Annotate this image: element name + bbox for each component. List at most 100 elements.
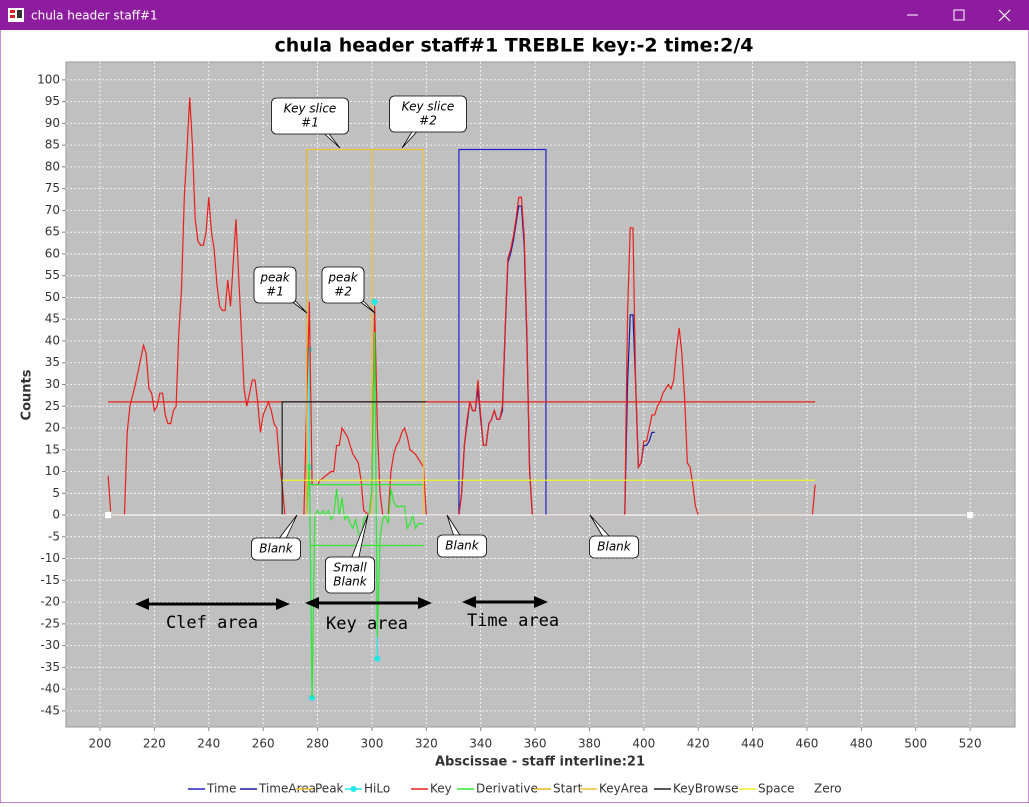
callout-text: Key slice — [284, 102, 337, 116]
callout-text: peak — [327, 271, 358, 285]
y-tick-label: 50 — [45, 290, 60, 304]
y-tick-label: -25 — [40, 616, 60, 630]
y-tick-label: 60 — [45, 246, 60, 260]
x-tick-label: 480 — [850, 737, 873, 751]
x-tick-label: 500 — [904, 737, 927, 751]
y-tick-label: 75 — [45, 181, 60, 195]
window-title: chula header staff#1 — [31, 9, 158, 23]
y-tick-label: 45 — [45, 312, 60, 326]
callout-text: Blank — [259, 542, 294, 556]
callout-text: peak — [259, 271, 290, 285]
y-tick-label: -5 — [48, 529, 60, 543]
hilo-point — [306, 346, 313, 353]
y-tick-label: 5 — [52, 486, 60, 500]
callout-text: #1 — [301, 116, 319, 130]
y-tick-label: 40 — [45, 333, 60, 347]
callout-box — [321, 266, 365, 304]
title-bar — [0, 0, 1029, 30]
callout-box — [251, 537, 301, 561]
y-tick-label: 15 — [45, 442, 60, 456]
series-line — [458, 148, 547, 516]
y-axis-label: Counts — [20, 369, 35, 420]
callout-box — [253, 266, 297, 304]
x-tick-label: 520 — [959, 737, 982, 751]
y-tick-label: 0 — [52, 508, 60, 522]
area-label: Time area — [467, 611, 559, 631]
y-tick-label: 35 — [45, 355, 60, 369]
zero-end — [966, 511, 974, 519]
legend-label: Zero — [814, 782, 842, 796]
legend-label: KeyBrowse — [673, 782, 738, 796]
callout-box — [389, 95, 467, 133]
app-icon — [8, 8, 24, 22]
x-tick-label: 340 — [469, 737, 492, 751]
x-tick-label: 460 — [796, 737, 819, 751]
y-tick-label: 95 — [45, 94, 60, 108]
y-tick-label: 25 — [45, 399, 60, 413]
hilo-point — [374, 655, 381, 662]
x-tick-label: 280 — [306, 737, 329, 751]
series-line — [281, 401, 427, 516]
x-tick-label: 400 — [632, 737, 655, 751]
legend-label: Peak — [315, 782, 344, 796]
x-tick-label: 200 — [89, 737, 112, 751]
legend-label: HiLo — [364, 782, 390, 796]
x-tick-label: 380 — [578, 737, 601, 751]
legend-label: Start — [553, 782, 583, 796]
y-tick-label: -10 — [40, 551, 60, 565]
callout-text: Blank — [597, 540, 632, 554]
callout-text: Blank — [445, 539, 480, 553]
y-tick-label: 10 — [45, 464, 60, 478]
y-tick-label: 70 — [45, 203, 60, 217]
series-line — [306, 148, 425, 516]
x-tick-label: 260 — [252, 737, 275, 751]
x-axis-label: Abscissae - staff interline:21 — [435, 755, 645, 770]
plot-area — [65, 61, 1016, 728]
legend-label: Space — [758, 782, 795, 796]
x-tick-label: 240 — [197, 737, 220, 751]
x-tick-label: 440 — [741, 737, 764, 751]
legend-label: TimeArea — [258, 782, 316, 796]
area-label: Key area — [326, 614, 408, 634]
y-tick-label: -30 — [40, 638, 60, 652]
callout-text: #2 — [419, 114, 437, 128]
callout-box — [437, 534, 487, 558]
y-tick-label: 80 — [45, 159, 60, 173]
y-tick-label: -45 — [40, 703, 60, 717]
zero-end — [104, 511, 112, 519]
y-tick-label: -35 — [40, 660, 60, 674]
x-tick-label: 360 — [524, 737, 547, 751]
legend-label: Time — [206, 782, 236, 796]
y-tick-label: -40 — [40, 682, 60, 696]
series-line — [107, 97, 816, 517]
legend-label: Derivative — [476, 782, 538, 796]
callout-box — [325, 556, 375, 594]
callout-text: Key slice — [402, 100, 455, 114]
x-tick-label: 300 — [360, 737, 383, 751]
hilo-point — [371, 298, 378, 305]
legend-label: KeyArea — [599, 782, 648, 796]
maximize-button[interactable] — [953, 9, 965, 21]
callout-text: #1 — [266, 285, 284, 299]
legend-label: Key — [430, 782, 452, 796]
callout-box — [589, 535, 639, 559]
y-tick-label: 85 — [45, 138, 60, 152]
arrow-head — [305, 597, 432, 609]
x-tick-label: 320 — [415, 737, 438, 751]
chart-title: chula header staff#1 TREBLE key:-2 time:… — [274, 35, 753, 57]
callout-box — [271, 97, 349, 135]
x-tick-label: 420 — [687, 737, 710, 751]
x-tick-label: 220 — [143, 737, 166, 751]
callout-text: Small — [333, 561, 367, 575]
y-tick-label: -20 — [40, 595, 60, 609]
y-tick-label: -15 — [40, 573, 60, 587]
y-tick-label: 55 — [45, 268, 60, 282]
series-line — [306, 332, 424, 698]
close-button[interactable] — [998, 9, 1011, 22]
y-tick-label: 30 — [45, 377, 60, 391]
area-label: Clef area — [166, 613, 258, 633]
y-tick-label: 20 — [45, 421, 60, 435]
y-tick-label: 100 — [37, 72, 60, 86]
